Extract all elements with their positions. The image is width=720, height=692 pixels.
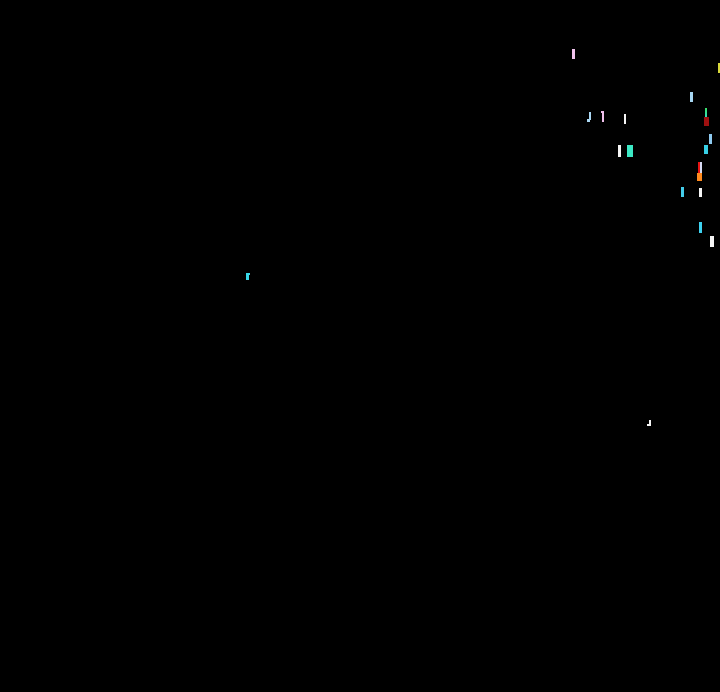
glyph-fragment-white-bar-c [699, 188, 702, 197]
glyph-fragment-red-bar [698, 162, 700, 173]
glyph-fragment-pink-gamma [601, 111, 604, 113]
glyph-fragment-light-blue-bar [709, 134, 712, 144]
glyph-fragment-white-bar-d [710, 236, 714, 247]
glyph-fragment-pink-bar [572, 49, 575, 59]
glyph-fragment-cyan-notch [246, 273, 249, 280]
glyph-fragment-white-corner [649, 420, 651, 426]
glyph-fragment-white-bar-b [618, 145, 621, 157]
glyph-fragment-white-bar-a [624, 114, 626, 124]
glyph-fragment-lavender-bar [700, 162, 702, 173]
glyph-fragment-cyan-bar-a [704, 145, 708, 154]
glyph-fragment-pink-gamma [602, 111, 604, 122]
glyph-fragment-turquoise-block [627, 145, 633, 157]
glyph-fragment-blue-j-hook [587, 119, 590, 122]
glyph-fragment-cyan-bar-b [681, 187, 684, 197]
glyph-fragment-green-line [705, 108, 707, 117]
glyph-fragment-dark-red-block [704, 117, 709, 126]
glyph-fragment-orange-block [697, 173, 702, 181]
glyph-fragment-pale-blue-bar [690, 92, 693, 102]
glyph-fragment-white-corner [647, 424, 651, 426]
glyph-fragment-cyan-bar-c [699, 222, 702, 233]
glyph-fragment-blue-j-hook [589, 112, 591, 120]
glyph-fragment-cyan-notch [249, 273, 250, 275]
